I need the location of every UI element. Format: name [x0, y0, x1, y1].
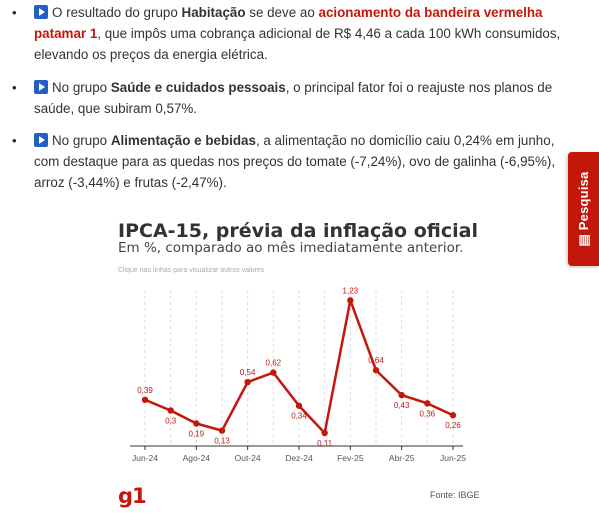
data-point[interactable]	[321, 429, 328, 437]
text: O resultado do grupo	[52, 5, 182, 20]
data-label: 0,11	[317, 439, 333, 448]
text: , a alimentação no domicílio caiu 0,24% …	[34, 133, 556, 190]
data-label: 0,39	[137, 386, 153, 395]
x-tick-label: Jun-24	[132, 453, 158, 463]
chart-subtitle: Em %, comparado ao mês imediatamente ant…	[118, 240, 464, 256]
data-point[interactable]	[167, 407, 174, 414]
text: , o principal fator foi o reajuste nos p…	[34, 80, 553, 116]
data-point[interactable]	[449, 412, 457, 419]
chart-hint: Clique nas linhas para visualizar outros…	[118, 267, 265, 274]
pesquisa-tab[interactable]: ▤ Pesquisa	[568, 152, 599, 266]
data-point[interactable]	[424, 400, 431, 407]
text: se deve ao	[245, 5, 319, 20]
group-name: Saúde e cuidados pessoais	[110, 80, 286, 95]
bullet-text: O resultado do grupo Habitação se deve a…	[34, 2, 572, 65]
data-label: 0,19	[189, 430, 205, 439]
x-tick-label: Ago-24	[183, 453, 211, 463]
bullet-text: No grupo Alimentação e bebidas, a alimen…	[34, 130, 572, 193]
source-label: Fonte: IBGE	[430, 490, 480, 500]
text: No grupo	[52, 80, 111, 95]
x-tick-label: Dez-24	[285, 453, 313, 463]
data-label: 0,26	[445, 421, 461, 430]
data-point[interactable]	[372, 367, 380, 374]
x-tick-label: Fev-25	[337, 453, 364, 463]
data-point[interactable]	[193, 420, 200, 427]
bullet-dot: •	[12, 5, 17, 20]
data-label: 0,3	[165, 416, 177, 425]
play-icon[interactable]	[34, 133, 48, 147]
data-point[interactable]	[398, 391, 405, 399]
data-point[interactable]	[295, 402, 303, 409]
group-name: Habitação	[181, 5, 246, 20]
data-label: 0,62	[266, 359, 282, 368]
bullet-text: No grupo Saúde e cuidados pessoais, o pr…	[34, 77, 572, 119]
data-point[interactable]	[141, 396, 149, 404]
text: , que impôs uma cobrança adicional de R$…	[34, 26, 561, 62]
chart-title: IPCA-15, prévia da inflação oficial	[118, 220, 478, 242]
data-label: 1,23	[343, 286, 359, 295]
g1-logo: g1	[118, 484, 147, 508]
text: No grupo	[52, 133, 111, 148]
highlight-link[interactable]: acionamento da bandeira vermelha patamar…	[34, 5, 543, 41]
x-tick-label: Abr-25	[389, 453, 415, 463]
data-point[interactable]	[270, 369, 277, 376]
data-label: 0,34	[291, 412, 307, 421]
group-name: Alimentação e bebidas	[110, 133, 256, 148]
data-label: 0,13	[214, 437, 230, 446]
x-tick-label: Out-24	[235, 453, 261, 463]
bullet-dot: •	[12, 80, 17, 95]
bullet-dot: •	[12, 133, 17, 148]
data-label: 0,43	[394, 401, 410, 410]
data-point[interactable]	[218, 427, 226, 434]
data-label: 0,64	[368, 356, 384, 365]
play-icon[interactable]	[34, 80, 48, 94]
data-label: 0,36	[420, 409, 436, 418]
x-tick-label: Jun-25	[440, 453, 466, 463]
data-label: 0,54	[240, 368, 256, 377]
data-point[interactable]	[244, 378, 251, 386]
data-point[interactable]	[347, 297, 354, 304]
play-icon[interactable]	[34, 5, 48, 19]
